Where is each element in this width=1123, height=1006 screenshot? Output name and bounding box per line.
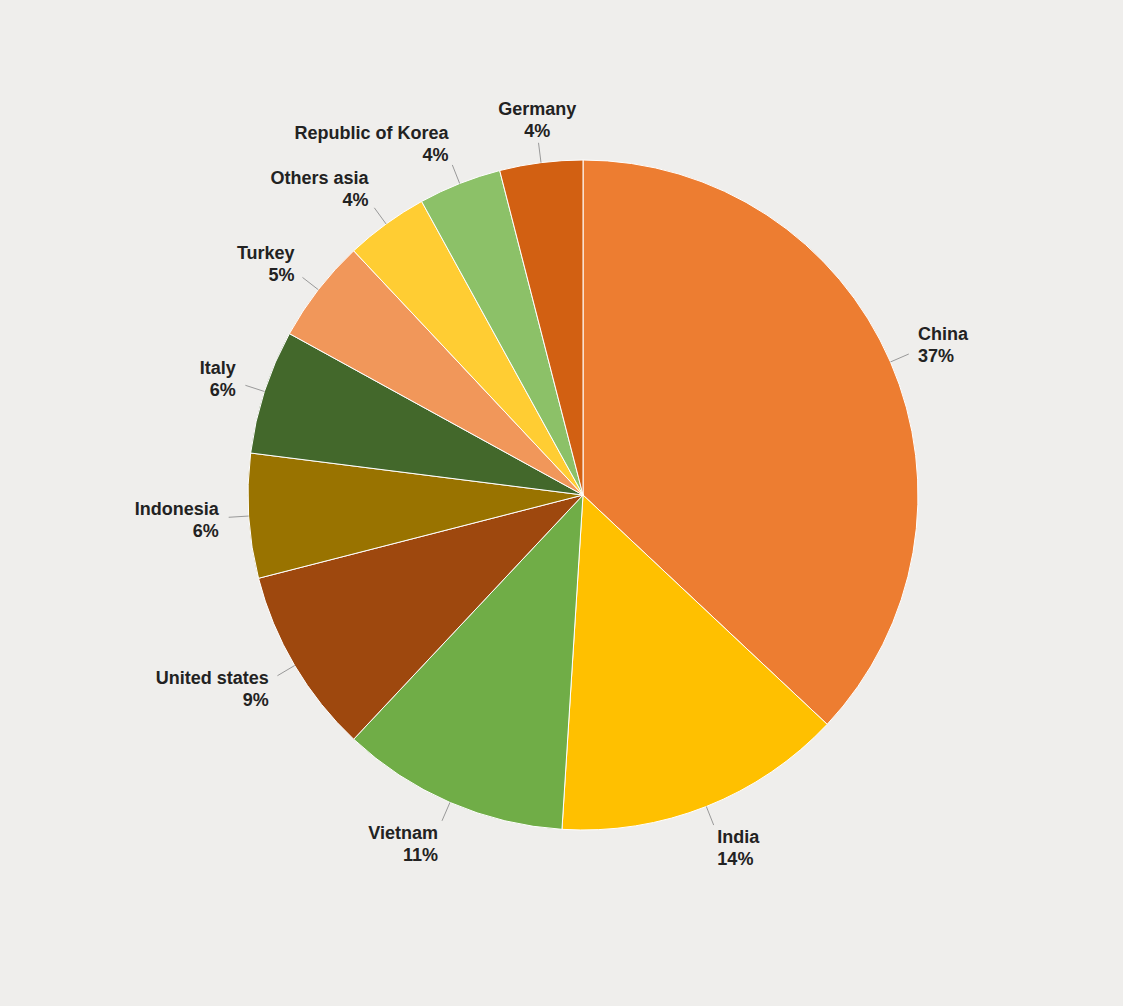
svg-text:Italy6%: Italy6%: [200, 358, 236, 400]
svg-text:Germany4%: Germany4%: [498, 99, 576, 141]
svg-text:Vietnam11%: Vietnam11%: [368, 823, 438, 865]
svg-text:United states9%: United states9%: [156, 668, 269, 710]
svg-text:India14%: India14%: [717, 827, 760, 869]
svg-text:Republic of Korea4%: Republic of Korea4%: [295, 123, 450, 165]
svg-text:Indonesia6%: Indonesia6%: [135, 499, 220, 541]
svg-text:China37%: China37%: [918, 324, 969, 366]
svg-text:Others asia4%: Others asia4%: [270, 168, 369, 210]
svg-text:Turkey5%: Turkey5%: [237, 243, 295, 285]
